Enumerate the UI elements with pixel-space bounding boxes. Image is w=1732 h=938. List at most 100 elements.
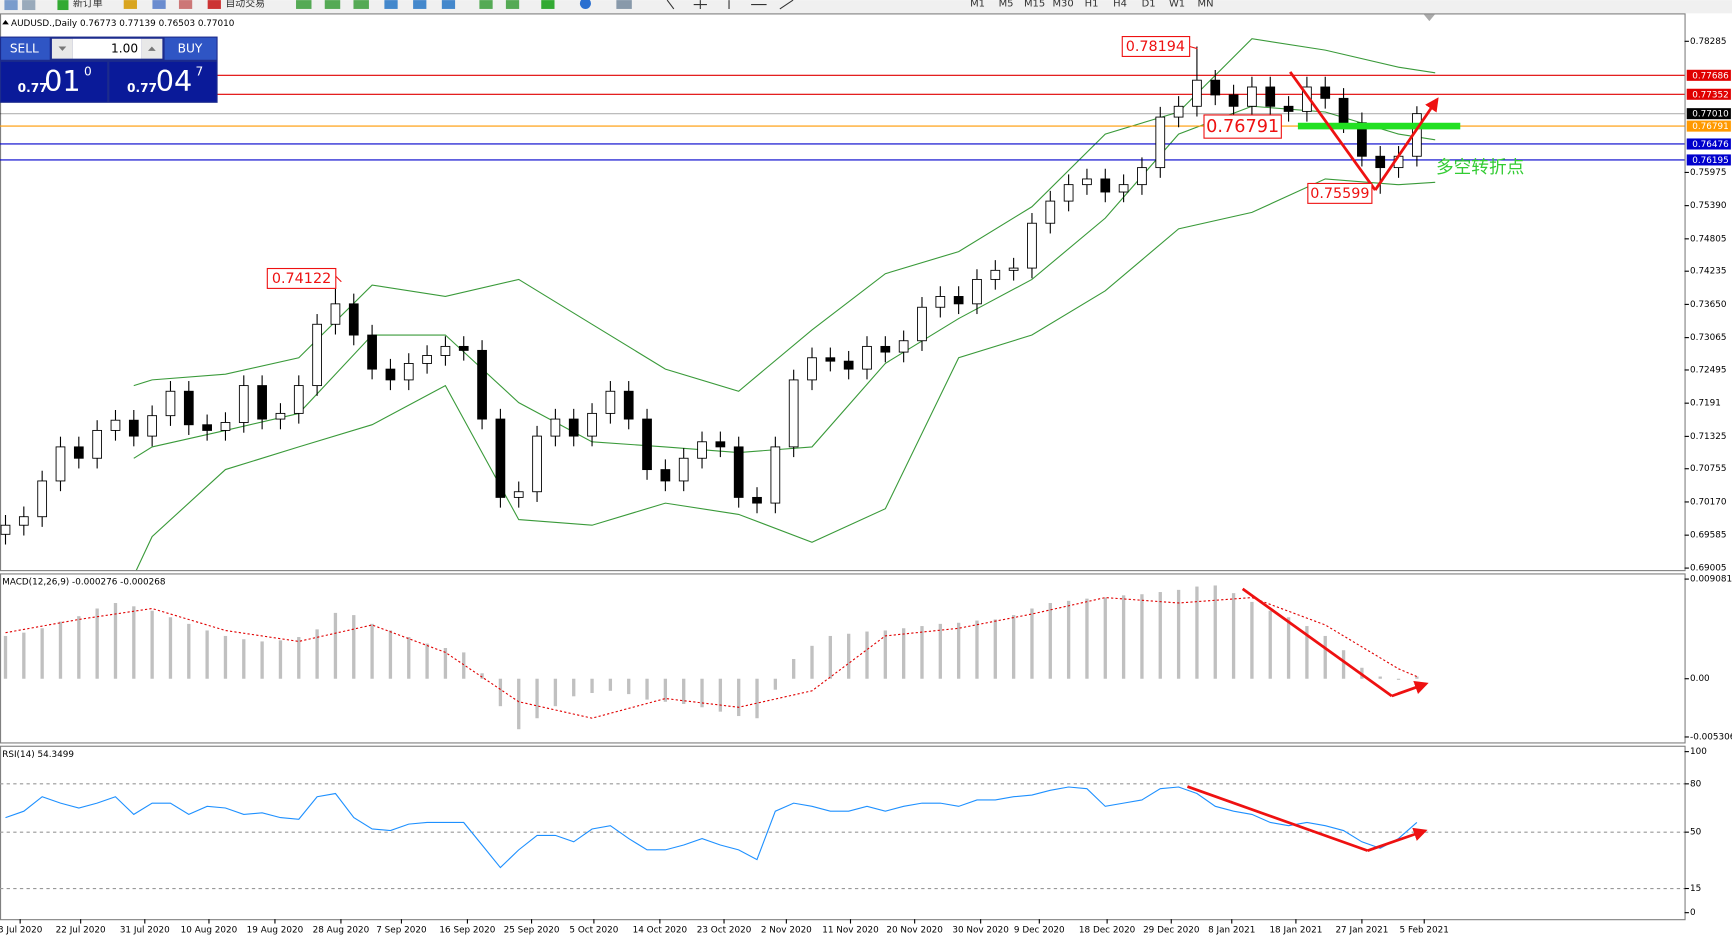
macd-bar xyxy=(682,678,686,704)
lot-value[interactable]: 1.00 xyxy=(111,42,138,56)
label-box xyxy=(266,267,337,289)
icon[interactable] xyxy=(22,0,36,11)
price-tag xyxy=(1686,69,1731,81)
bid-box[interactable] xyxy=(1,61,108,102)
icon[interactable] xyxy=(384,0,398,9)
y-tick-label: 0.70170 xyxy=(1690,497,1727,507)
sell-label[interactable]: SELL xyxy=(10,42,39,56)
macd-bar xyxy=(205,630,209,679)
candle-body xyxy=(880,345,891,353)
candle-body xyxy=(147,415,157,437)
icon[interactable] xyxy=(479,0,493,9)
icon[interactable] xyxy=(296,0,312,9)
icon[interactable] xyxy=(579,0,591,9)
macd-bar xyxy=(40,628,44,679)
macd-bar xyxy=(1158,592,1162,679)
timeframe[interactable]: H4 xyxy=(1113,0,1127,9)
price-tag xyxy=(1686,108,1731,120)
macd-bar xyxy=(1415,676,1419,679)
icon[interactable] xyxy=(541,0,555,9)
x-tick-label: 25 Sep 2020 xyxy=(504,926,560,936)
macd-bar xyxy=(95,608,99,679)
candle-body xyxy=(1173,105,1184,118)
icon[interactable] xyxy=(178,0,193,9)
y-tick-label: 0.71325 xyxy=(1690,432,1727,442)
macd-bar xyxy=(462,652,466,679)
buy-label[interactable]: BUY xyxy=(178,42,203,56)
icon[interactable] xyxy=(616,0,632,9)
macd-bar xyxy=(572,678,576,697)
bid-big[interactable]: 01 xyxy=(44,64,81,98)
rsi-panel-frame xyxy=(0,745,1686,921)
lot-input[interactable] xyxy=(72,38,142,59)
timeframe[interactable]: M5 xyxy=(999,0,1014,9)
icon[interactable] xyxy=(207,0,221,9)
icon[interactable] xyxy=(413,0,427,9)
timeframe[interactable]: D1 xyxy=(1142,0,1156,9)
macd-bar xyxy=(773,678,778,690)
icon[interactable] xyxy=(353,0,369,9)
macd-bar xyxy=(608,678,613,691)
candle-body xyxy=(495,418,506,498)
candle-body xyxy=(1100,178,1111,193)
price-tag xyxy=(1686,154,1731,166)
bid-prefix[interactable]: 0.77 xyxy=(18,81,48,95)
auto-trading[interactable]: 自动交易 xyxy=(225,0,265,9)
turning-point-label: 多空转折点 xyxy=(1436,157,1524,178)
low-label: 0.75599 xyxy=(1310,186,1369,202)
y-tick-label: 0.009081 xyxy=(1690,575,1732,585)
icon[interactable] xyxy=(505,0,520,9)
price-tag-label: 0.77010 xyxy=(1692,110,1729,120)
icon[interactable] xyxy=(441,0,456,9)
macd-title: MACD(12,26,9) -0.000276 -0.000268 xyxy=(2,578,166,588)
icon[interactable] xyxy=(123,0,137,9)
macd-bar xyxy=(425,643,429,679)
icon[interactable] xyxy=(666,0,675,10)
macd-bar xyxy=(1048,603,1052,679)
icon[interactable] xyxy=(693,0,707,9)
macd-bar xyxy=(847,633,851,679)
candle-body xyxy=(770,446,781,504)
candle-body xyxy=(275,412,286,420)
icon[interactable] xyxy=(57,0,69,11)
icon[interactable] xyxy=(728,0,794,10)
macd-bar xyxy=(1085,598,1089,679)
timeframe[interactable]: MN xyxy=(1198,0,1214,9)
candle-body xyxy=(1137,167,1147,186)
timeframe[interactable]: M30 xyxy=(1052,0,1073,9)
high-label: 0.74122 xyxy=(272,271,331,287)
timeframe[interactable]: M15 xyxy=(1024,0,1045,9)
buy-button[interactable] xyxy=(164,37,217,60)
icon[interactable] xyxy=(152,0,166,9)
candle-body xyxy=(953,296,964,305)
candle-body xyxy=(1375,155,1386,169)
chart-title: AUDUSD.,Daily 0.76773 0.77139 0.76503 0.… xyxy=(11,19,235,29)
y-tick-label: 0.69005 xyxy=(1690,564,1727,574)
candle-body xyxy=(807,357,817,381)
icon[interactable] xyxy=(324,0,341,9)
candle-body xyxy=(1283,105,1294,112)
ask-big[interactable]: 04 xyxy=(156,64,193,98)
price-tag-label: 0.77352 xyxy=(1692,90,1729,100)
timeframe[interactable]: H1 xyxy=(1085,0,1099,9)
price-tag-label: 0.77686 xyxy=(1692,71,1729,81)
ask-prefix[interactable]: 0.77 xyxy=(127,81,157,95)
sell-button[interactable] xyxy=(1,37,50,60)
candle-body xyxy=(1063,184,1074,202)
ask-box[interactable] xyxy=(109,61,217,102)
macd-bar xyxy=(1176,589,1181,679)
x-tick-label: 5 Feb 2021 xyxy=(1400,926,1449,936)
icon[interactable] xyxy=(4,0,18,11)
candle-body xyxy=(128,419,139,437)
macd-bar xyxy=(810,645,814,679)
bid-small[interactable]: 0 xyxy=(84,64,92,78)
candle-body xyxy=(1210,79,1221,96)
candle-body xyxy=(1228,94,1239,107)
timeframe[interactable]: W1 xyxy=(1169,0,1185,9)
macd-bar xyxy=(1140,594,1144,679)
new-order[interactable]: 新订单 xyxy=(73,0,103,9)
ask-small[interactable]: 7 xyxy=(196,64,204,78)
macd-bar xyxy=(975,620,979,679)
timeframe[interactable]: M1 xyxy=(970,0,985,9)
macd-bar xyxy=(187,623,191,679)
